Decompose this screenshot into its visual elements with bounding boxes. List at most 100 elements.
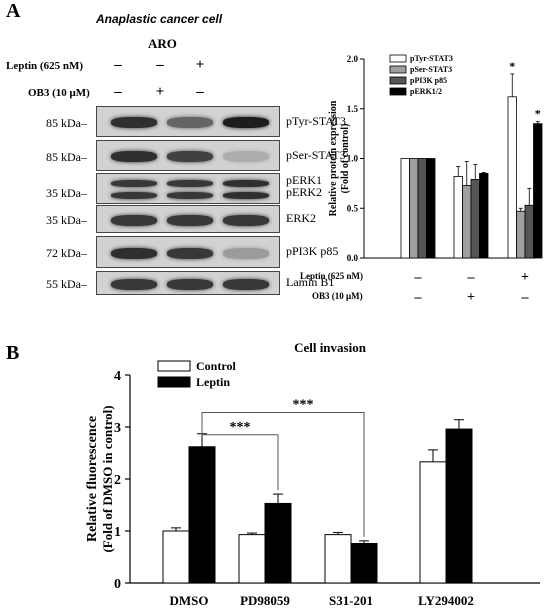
bar	[409, 158, 419, 259]
legend-label: pERK1/2	[410, 87, 442, 96]
condition-sign: +	[467, 290, 475, 305]
y-tick-label: 2.0	[347, 54, 359, 64]
blot-leptin-sign-2: –	[156, 57, 164, 73]
y-tick-label: 4	[114, 369, 121, 384]
kda-marker: 55 kDa–	[46, 277, 87, 291]
y-axis-label: (Fold of DMSO in control)	[100, 405, 115, 552]
legend-swatch	[157, 376, 191, 388]
blot-strip	[96, 140, 280, 171]
blot-leptin-sign-3: +	[195, 57, 205, 73]
blot-leptin-label: Leptin (625 nM)	[6, 60, 83, 72]
bar	[462, 184, 472, 259]
legend-swatch	[389, 54, 407, 63]
bar	[419, 461, 447, 584]
significance-bracket	[201, 430, 279, 491]
blot-band	[167, 278, 213, 290]
blot-strip	[96, 173, 280, 204]
kda-marker: 72 kDa–	[46, 246, 87, 260]
x-tick-label: S31-201	[329, 593, 373, 608]
blot-band	[167, 191, 213, 199]
y-tick-label: 0.5	[347, 203, 359, 213]
blot-label: Lamin B1	[286, 275, 335, 289]
blot-band	[111, 117, 157, 128]
x-tick-label: PD98059	[240, 593, 290, 608]
blot-band	[111, 247, 157, 259]
blot-strip	[96, 205, 280, 233]
significance-mark: *	[535, 107, 541, 121]
condition-sign: –	[521, 290, 530, 305]
condition-sign: –	[414, 290, 423, 305]
blot-band	[223, 180, 269, 188]
bar	[445, 428, 473, 584]
blot-band	[223, 191, 269, 199]
legend-label: pPI3K p85	[410, 76, 447, 85]
legend-swatch	[389, 87, 407, 96]
blot-label: pERK1	[286, 173, 322, 187]
kda-marker: 85 kDa–	[46, 115, 87, 130]
panel-a-letter: A	[6, 0, 21, 22]
y-tick-label: 1	[114, 525, 121, 540]
blot-band	[167, 247, 213, 259]
blot-band	[167, 117, 213, 128]
blot-label: pERK2	[286, 185, 322, 199]
bar	[453, 176, 463, 259]
blot-band	[111, 214, 157, 226]
legend-label: pSer-STAT3	[410, 65, 452, 74]
blot-band	[223, 117, 269, 128]
blot-band	[223, 214, 269, 226]
blot-strip	[96, 106, 280, 137]
bar	[188, 446, 216, 584]
bar	[479, 173, 489, 259]
protein-expression-chart: 0.0 0.5 1.0 1.5 2.0 Relative protein expressi…	[300, 54, 543, 305]
blot-strip	[96, 271, 280, 295]
bar	[264, 502, 292, 584]
legend-label: Control	[196, 359, 236, 373]
legend-swatch	[157, 360, 191, 372]
condition-sign: +	[521, 270, 529, 285]
y-axis-label: Relative fluorescence	[85, 416, 100, 542]
condition-sign: –	[414, 270, 423, 285]
panel-b-letter: B	[6, 342, 20, 364]
blot-band	[111, 191, 157, 199]
blot-ob3-sign-3: –	[196, 84, 204, 100]
blot-leptin-sign-1: –	[114, 57, 122, 73]
significance-mark: ***	[293, 397, 314, 412]
cell-line-label: ARO	[148, 36, 177, 51]
cell-invasion-chart: Cell invasion 0 1 2 3 4 Relative fluorescence(…	[85, 340, 540, 608]
blot-label: pSer-STAT3	[286, 147, 346, 162]
blot-label: pTyr-STAT3	[286, 113, 346, 128]
blot-ob3-sign-1: –	[114, 84, 122, 100]
x-tick-label: LY294002	[418, 593, 474, 608]
bar	[162, 530, 190, 584]
blot-band	[223, 247, 269, 259]
y-tick-label: 2	[114, 473, 121, 488]
y-axis-label: Relative protein expression	[328, 100, 339, 216]
significance-mark: *	[509, 59, 515, 73]
legend-swatch	[389, 76, 407, 85]
condition-label: Leptin (625 nM)	[300, 271, 363, 281]
bar	[350, 542, 378, 584]
chart-title: Cell invasion	[294, 340, 367, 355]
y-tick-label: 0.0	[347, 253, 359, 263]
panel-a-subtitle: Anaplastic cancer cell	[96, 12, 223, 26]
bar	[426, 158, 436, 259]
blot-label: ERK2	[286, 211, 316, 225]
blot-ob3-sign-2: +	[155, 84, 165, 100]
significance-bracket	[201, 411, 365, 537]
x-tick-label: DMSO	[170, 593, 209, 608]
bar	[400, 158, 410, 259]
significance-mark: ***	[230, 420, 251, 435]
blot-band	[111, 180, 157, 188]
condition-label: OB3 (10 μM)	[312, 291, 363, 301]
blot-band	[167, 180, 213, 188]
bar	[238, 534, 266, 584]
legend-swatch	[389, 65, 407, 74]
y-tick-label: 1.0	[347, 154, 359, 164]
bar	[417, 158, 427, 259]
condition-sign: –	[467, 270, 476, 285]
blot-label: pPI3K p85	[286, 244, 339, 258]
blot-strip	[96, 236, 280, 268]
kda-marker: 85 kDa–	[46, 149, 87, 164]
blot-ob3-label: OB3 (10 μM)	[28, 87, 90, 99]
blot-band	[167, 151, 213, 162]
